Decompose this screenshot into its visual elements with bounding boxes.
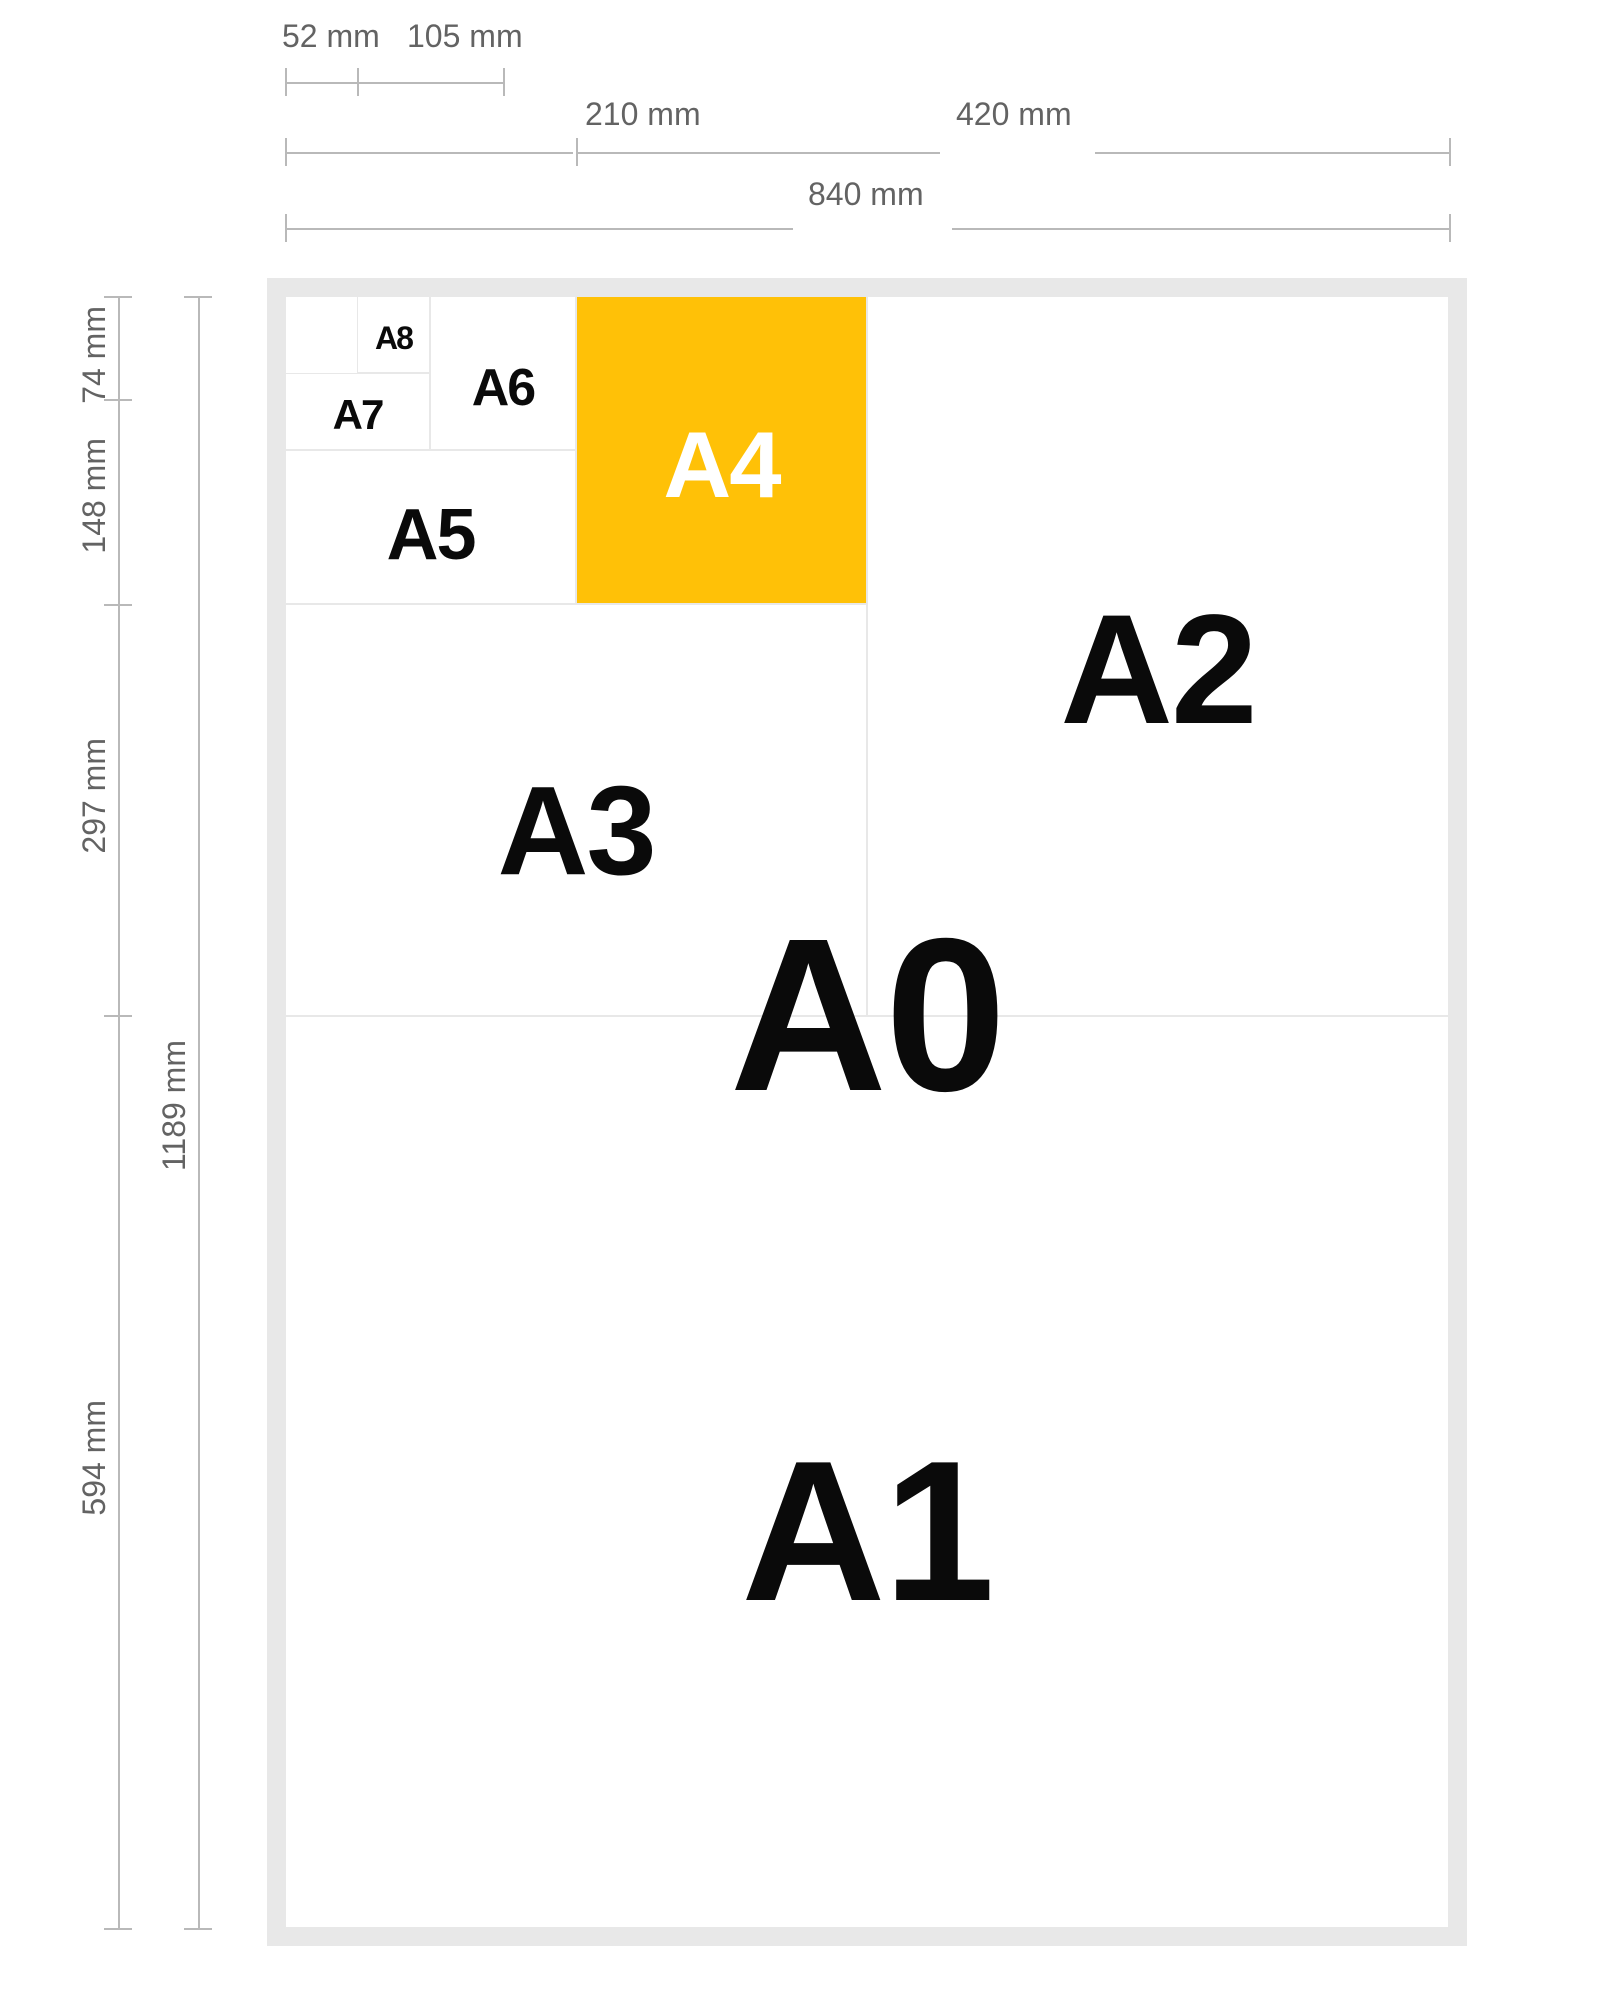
dim-top-840mm-t2 [1449, 214, 1451, 242]
label-a6: A6 [472, 362, 534, 414]
cell-a7: A7 [285, 373, 430, 450]
label-a0: A0 [730, 907, 1005, 1125]
dim-top-210mm-label: 210 mm [585, 96, 701, 133]
dim-top-420mm-label: 420 mm [956, 96, 1072, 133]
dim-top-420mm-line-r [1095, 152, 1449, 154]
dim-top-420mm-t2 [1449, 138, 1451, 166]
dim-left-594mm-line [118, 1015, 120, 1928]
dim-left-1189mm-label: 1189 mm [156, 1040, 193, 1171]
cell-a8: A8 [357, 296, 430, 373]
dim-left-148mm-line [118, 399, 120, 604]
dim-top-52mm-t1 [285, 68, 287, 96]
dim-top-52mm-label: 52 mm [282, 18, 380, 55]
label-a5: A5 [386, 499, 474, 571]
dim-left-1189mm-t1 [184, 296, 212, 298]
label-a7: A7 [333, 394, 383, 436]
cell-a1: A1 [285, 1016, 1449, 1928]
dim-left-594mm-t2 [104, 1928, 132, 1930]
label-a1: A1 [741, 1432, 993, 1632]
dim-left-297mm-label: 297 mm [76, 738, 113, 854]
dim-left-594mm-label: 594 mm [76, 1400, 113, 1516]
dim-top-840mm-line-l [285, 228, 793, 230]
dim-top-105mm-label: 105 mm [407, 18, 523, 55]
dim-top-840mm-line-r [952, 228, 1449, 230]
dim-left-148mm-label: 148 mm [76, 438, 113, 554]
label-a2: A2 [1060, 592, 1255, 748]
label-a8: A8 [375, 322, 412, 354]
dim-top-420mm-line-mid [576, 152, 720, 154]
dim-left-74mm-t1 [104, 296, 132, 298]
cell-a5: A5 [285, 450, 576, 604]
dim-left-74mm-label: 74 mm [76, 306, 113, 404]
label-a3: A3 [497, 768, 654, 894]
dim-top-105mm-t2 [503, 68, 505, 96]
dim-top-840mm-t1 [285, 214, 287, 242]
dim-left-74mm-line [118, 296, 120, 399]
cell-a4: A4 [576, 296, 867, 604]
dim-top-840mm-label: 840 mm [808, 176, 924, 213]
paper-frame: A1 A2 A3 A4 A5 A6 A7 A8 A0 [267, 278, 1467, 1946]
dim-top-210mm-t1 [285, 138, 287, 166]
cell-a6: A6 [430, 296, 576, 450]
dim-top-210mm-line-l [285, 152, 573, 154]
dim-top-52mm-line [285, 82, 357, 84]
dim-left-1189mm-t2 [184, 1928, 212, 1930]
dim-left-1189mm-line [198, 296, 200, 1928]
label-a4: A4 [663, 418, 779, 512]
dim-left-297mm-line [118, 604, 120, 1015]
dim-top-420mm-line-l [720, 152, 940, 154]
dim-top-105mm-line [357, 82, 503, 84]
